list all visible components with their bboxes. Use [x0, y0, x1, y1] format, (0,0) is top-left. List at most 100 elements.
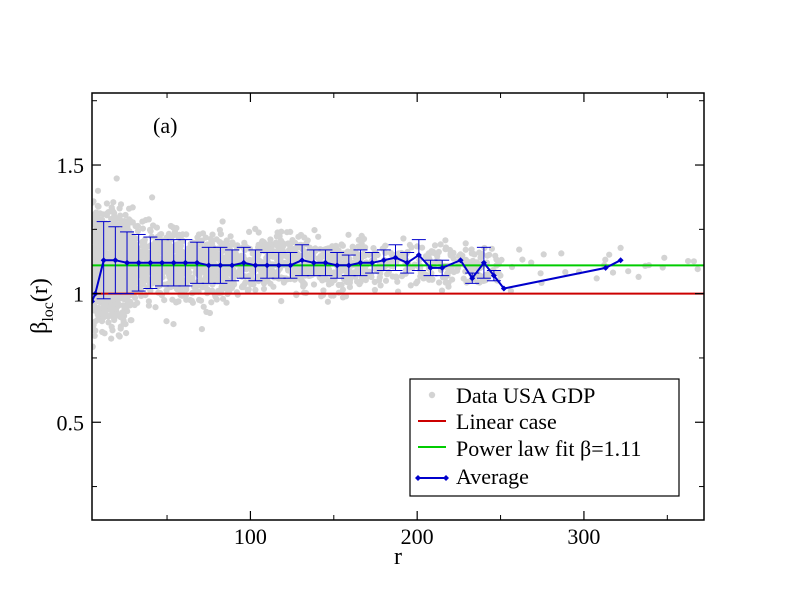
scatter-point [139, 225, 146, 232]
legend-label-average: Average [456, 464, 529, 489]
scatter-point [153, 279, 160, 286]
scatter-point [117, 295, 124, 302]
scatter-point [261, 242, 268, 249]
average-point [217, 262, 224, 269]
scatter-point [241, 281, 248, 288]
scatter-point [92, 247, 98, 254]
y-axis-label: βloc(r) [27, 278, 57, 334]
scatter-point [228, 284, 236, 291]
scatter-point [462, 240, 469, 247]
scatter-point [131, 301, 138, 309]
scatter-point [352, 254, 359, 261]
scatter-point [540, 251, 547, 258]
scatter-point [260, 285, 268, 292]
scatter-point [339, 294, 347, 301]
legend: Data USA GDP Linear case Power law fit β… [409, 378, 680, 497]
scatter-point [291, 239, 299, 246]
scatter-point [370, 245, 377, 252]
scatter-point [255, 241, 262, 248]
scatter-point [185, 270, 192, 277]
scatter-point [190, 256, 197, 263]
scatter-point [346, 278, 353, 285]
scatter-point [200, 303, 207, 310]
scatter-point [398, 249, 405, 257]
scatter-point [132, 240, 139, 247]
scatter-point [205, 241, 212, 248]
scatter-point [134, 228, 141, 235]
scatter-point [609, 269, 617, 276]
scatter-point [345, 231, 352, 238]
y-axis-label-subscript: loc [40, 302, 57, 322]
scatter-point [448, 264, 455, 272]
scatter-point [442, 279, 449, 286]
scatter-point [250, 268, 257, 275]
scatter-point [488, 245, 495, 252]
scatter-point [407, 282, 414, 289]
average-point [369, 259, 376, 266]
average-point [480, 259, 487, 266]
scatter-point [152, 273, 160, 280]
average-point [469, 275, 476, 282]
scatter-point [661, 254, 668, 261]
scatter-point [311, 227, 318, 234]
scatter-point [118, 309, 126, 316]
y-tick-label: 1 [73, 282, 84, 307]
average-point [322, 259, 329, 266]
scatter-point [188, 297, 195, 304]
scatter-point [183, 296, 190, 303]
scatter-point [169, 278, 176, 285]
scatter-point [284, 254, 291, 261]
scatter-point [132, 251, 139, 258]
scatter-point [351, 249, 358, 256]
scatter-point [189, 276, 196, 283]
scatter-point [537, 270, 544, 277]
scatter-point [127, 317, 134, 324]
scatter-point [460, 275, 467, 282]
scatter-point [346, 284, 353, 291]
scatter-point [355, 236, 362, 243]
scatter-point [272, 239, 279, 246]
svg-text:βloc(r): βloc(r) [27, 278, 57, 334]
scatter-point [105, 227, 112, 235]
scatter-point [123, 330, 130, 337]
scatter-point [176, 231, 183, 238]
scatter-point [516, 246, 523, 253]
average-point [182, 259, 189, 266]
scatter-point [459, 252, 466, 259]
scatter-point [163, 287, 170, 294]
scatter-point [128, 219, 135, 226]
scatter-point [293, 250, 300, 257]
scatter-point [96, 298, 103, 305]
scatter-point [170, 224, 177, 231]
scatter-point [187, 251, 194, 258]
scatter-point [92, 343, 96, 350]
average-point [135, 259, 142, 266]
scatter-point [139, 238, 146, 245]
scatter-point [173, 241, 180, 248]
scatter-point [97, 224, 104, 231]
scatter-point [497, 272, 504, 279]
x-axis-label: r [394, 544, 402, 570]
scatter-point [402, 267, 410, 274]
scatter-point [121, 218, 128, 225]
scatter-point [326, 277, 333, 284]
scatter-point [602, 256, 609, 263]
scatter-point [92, 236, 98, 243]
scatter-point [694, 266, 701, 273]
scatter-point [223, 237, 230, 244]
scatter-point [197, 247, 204, 254]
average-point [457, 257, 464, 264]
scatter-point [127, 252, 134, 259]
scatter-point [94, 311, 101, 318]
scatter-point [433, 258, 440, 265]
scatter-point [103, 210, 110, 217]
scatter-point [149, 194, 156, 201]
scatter-point [145, 216, 152, 223]
legend-box [409, 378, 680, 497]
scatter-point [431, 242, 439, 249]
scatter-point [593, 275, 600, 282]
scatter-point [108, 323, 115, 330]
average-point [170, 259, 177, 266]
scatter-point [357, 243, 365, 250]
scatter-point [306, 269, 313, 276]
